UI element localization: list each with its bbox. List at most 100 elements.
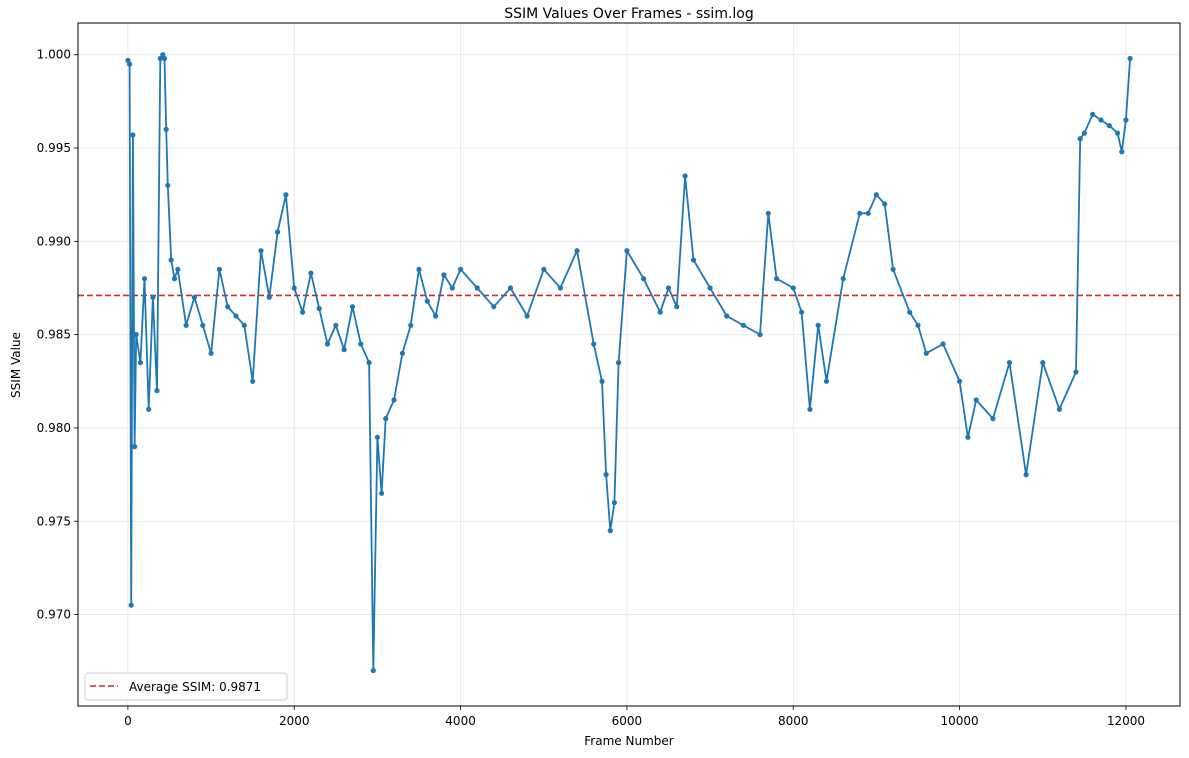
ssim-data-point bbox=[840, 276, 846, 282]
ssim-data-point bbox=[1106, 123, 1112, 129]
ssim-data-point bbox=[674, 304, 680, 310]
ssim-data-point bbox=[965, 434, 971, 440]
ssim-data-point bbox=[599, 378, 605, 384]
ssim-data-point bbox=[724, 313, 730, 319]
y-tick-label: 0.985 bbox=[37, 328, 71, 342]
x-tick-label: 12000 bbox=[1107, 714, 1145, 728]
ssim-data-point bbox=[154, 388, 160, 394]
ssim-data-point bbox=[524, 313, 530, 319]
ssim-data-point bbox=[233, 313, 239, 319]
ssim-data-point bbox=[366, 360, 372, 366]
ssim-data-point bbox=[399, 350, 405, 356]
ssim-data-point bbox=[137, 360, 143, 366]
ssim-data-point bbox=[940, 341, 946, 347]
ssim-data-point bbox=[132, 444, 138, 450]
ssim-data-point bbox=[216, 266, 222, 272]
ssim-data-point bbox=[990, 416, 996, 422]
ssim-data-point bbox=[128, 602, 134, 608]
ssim-data-point bbox=[300, 309, 306, 315]
ssim-data-point bbox=[1073, 369, 1079, 375]
ssim-data-point bbox=[624, 248, 630, 254]
x-tick-label: 0 bbox=[124, 714, 132, 728]
ssim-data-point bbox=[873, 192, 880, 198]
legend-average-label: Average SSIM: 0.9871 bbox=[129, 680, 261, 694]
ssim-data-point bbox=[258, 248, 264, 254]
ssim-data-point bbox=[266, 294, 272, 300]
ssim-data-point bbox=[308, 270, 314, 276]
ssim-data-point bbox=[408, 322, 414, 328]
ssim-data-point bbox=[225, 304, 231, 310]
ssim-data-point bbox=[1119, 149, 1125, 155]
ssim-data-point bbox=[416, 266, 422, 272]
ssim-data-point bbox=[250, 378, 256, 384]
ssim-data-point bbox=[641, 276, 647, 282]
x-tick-label: 6000 bbox=[612, 714, 643, 728]
ssim-data-point bbox=[157, 55, 163, 62]
y-axis-title: SSIM Value bbox=[9, 332, 23, 398]
ssim-data-point bbox=[907, 309, 913, 315]
ssim-data-point bbox=[333, 322, 339, 328]
ssim-data-point bbox=[507, 285, 514, 291]
ssim-data-point bbox=[283, 192, 289, 198]
ssim-data-point bbox=[1006, 360, 1013, 366]
ssim-data-point bbox=[200, 322, 206, 328]
ssim-data-point bbox=[175, 266, 181, 272]
ssim-data-point bbox=[163, 126, 169, 132]
legend: Average SSIM: 0.9871 bbox=[84, 672, 288, 701]
ssim-data-point bbox=[374, 434, 380, 440]
legend-box bbox=[84, 672, 288, 701]
ssim-data-point bbox=[358, 341, 364, 347]
ssim-data-point bbox=[491, 304, 497, 310]
ssim-data-point bbox=[1115, 130, 1121, 136]
y-tick-label: 0.990 bbox=[37, 234, 71, 248]
ssim-series-line bbox=[127, 53, 1131, 672]
ssim-data-point bbox=[379, 490, 385, 496]
ssim-data-point bbox=[774, 276, 780, 282]
ssim-data-point bbox=[458, 266, 464, 272]
ssim-data-point bbox=[790, 285, 796, 291]
ssim-data-point bbox=[923, 350, 929, 356]
ssim-data-point bbox=[607, 528, 613, 534]
x-tick-label: 8000 bbox=[778, 714, 809, 728]
ssim-data-point bbox=[130, 132, 136, 138]
ssim-data-point bbox=[1098, 117, 1104, 123]
x-tick-label: 2000 bbox=[279, 714, 310, 728]
ssim-data-point bbox=[973, 397, 979, 403]
ssim-data-point bbox=[574, 248, 580, 254]
ssim-data-point bbox=[208, 350, 214, 356]
axes-frame bbox=[77, 22, 1181, 707]
ssim-data-point bbox=[603, 472, 609, 478]
ssim-data-point bbox=[161, 55, 168, 62]
ssim-data-point bbox=[441, 272, 447, 278]
ssim-data-point bbox=[1090, 111, 1096, 117]
ssim-data-point bbox=[616, 360, 622, 366]
ssim-data-point bbox=[424, 298, 430, 304]
ssim-data-point bbox=[541, 266, 547, 272]
ssim-data-point bbox=[1040, 360, 1046, 366]
ssim-data-point bbox=[765, 210, 771, 216]
ssim-data-point bbox=[241, 322, 247, 328]
ssim-data-point bbox=[957, 378, 963, 384]
y-tick-label: 0.980 bbox=[37, 421, 71, 435]
ssim-data-point bbox=[740, 322, 747, 328]
ssim-data-point bbox=[171, 276, 178, 282]
y-tick-label: 0.975 bbox=[37, 514, 71, 528]
ssim-data-point bbox=[165, 182, 171, 188]
ssim-data-point bbox=[1123, 117, 1129, 123]
ssim-data-point bbox=[1127, 55, 1133, 62]
series-layer bbox=[125, 52, 1133, 674]
ssim-data-point bbox=[657, 309, 663, 315]
ssim-data-point bbox=[433, 313, 439, 319]
ssim-data-point bbox=[474, 285, 480, 291]
ssim-data-point bbox=[146, 406, 152, 412]
ssim-data-point bbox=[316, 305, 322, 312]
ssim-data-point bbox=[275, 229, 281, 235]
ssim-data-point bbox=[370, 667, 376, 674]
ssim-data-point bbox=[665, 285, 672, 291]
ssim-data-point bbox=[133, 332, 139, 338]
chart-title: SSIM Values Over Frames - ssim.log bbox=[504, 6, 754, 22]
ssim-data-point bbox=[150, 294, 156, 300]
y-tick-label: 0.995 bbox=[37, 141, 71, 155]
x-axis-title: Frame Number bbox=[584, 734, 673, 748]
